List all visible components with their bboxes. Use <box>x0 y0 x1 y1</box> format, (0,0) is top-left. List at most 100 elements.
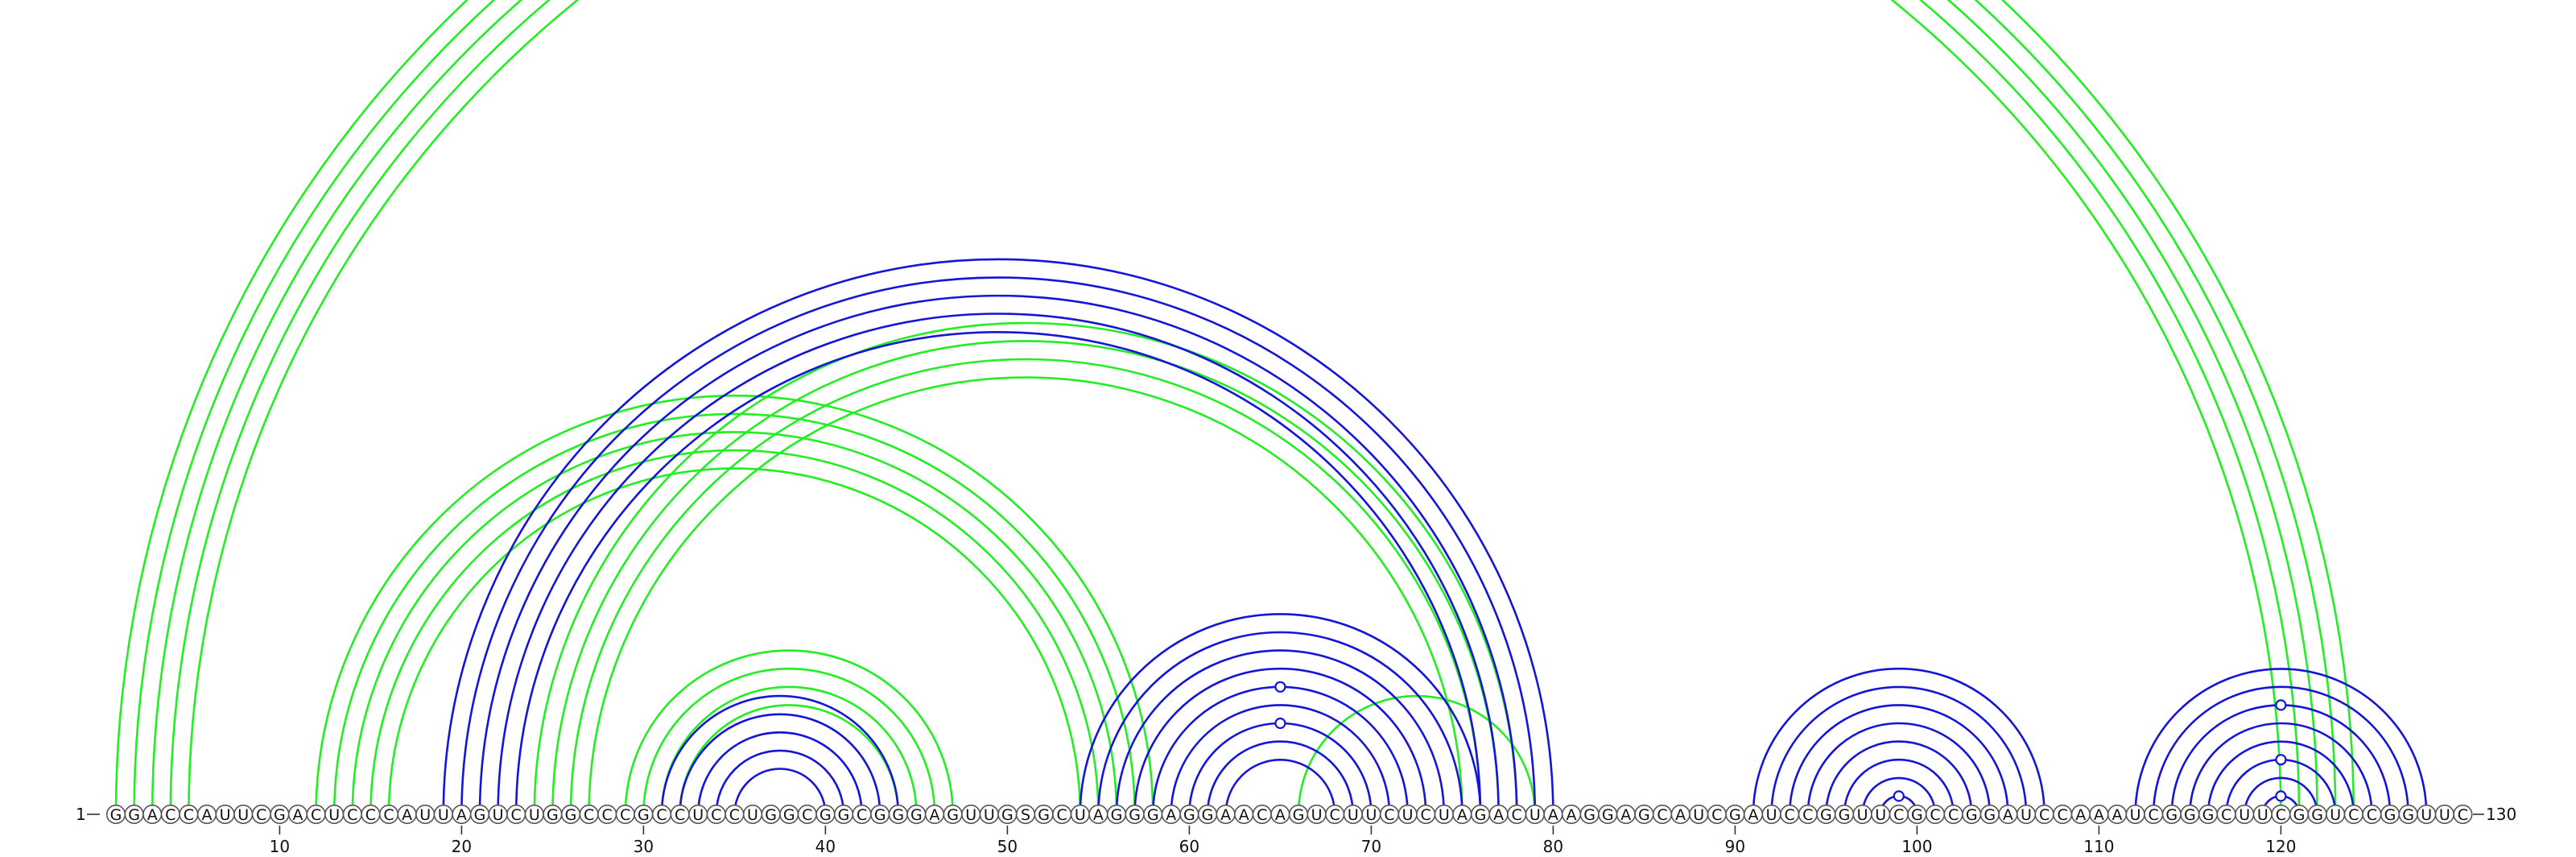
nucleotide: G <box>1979 804 2000 825</box>
blue-arc-97-101 <box>1861 776 1937 815</box>
nucleotide-letter: A <box>1620 806 1631 824</box>
start-label: 1 <box>76 805 86 824</box>
nucleotide: U <box>961 804 981 825</box>
nucleotide-letter: A <box>1457 806 1468 824</box>
nucleotide-letter: A <box>147 806 158 824</box>
tick-label: 20 <box>452 837 472 856</box>
nucleotide: C <box>852 804 872 825</box>
nucleotide-letter: C <box>1785 806 1795 824</box>
nucleotide: G <box>833 804 854 825</box>
nucleotide: U <box>1852 804 1872 825</box>
nucleotide-letter: G <box>1183 806 1195 824</box>
blue-arc-112-128 <box>2134 667 2428 815</box>
nucleotide-letter: U <box>1439 806 1450 824</box>
blue-arc-91-107 <box>1752 667 2046 815</box>
nucleotide-letter: G <box>1147 806 1159 824</box>
nucleotide: U <box>2125 804 2145 825</box>
nucleotide-letter: U <box>1857 806 1868 824</box>
nucleotide: G <box>1907 804 1927 825</box>
nucleotide-letter: G <box>2384 806 2396 824</box>
nucleotide-letter: G <box>474 806 486 824</box>
nucleotide: G <box>270 804 290 825</box>
blue-arc-116-124 <box>2207 740 2355 815</box>
nucleotide-letter: G <box>1129 806 1141 824</box>
nucleotide-letter: A <box>456 806 467 824</box>
green-arc-14-56 <box>351 431 1118 815</box>
nucleotide-letter: U <box>220 806 231 824</box>
green-arc-1-124 <box>114 0 2355 815</box>
nucleotide-letter: C <box>511 806 522 824</box>
blue-arc-34-41 <box>715 749 845 815</box>
nucleotide-letter: G <box>2293 806 2306 824</box>
nucleotide-letter: C <box>1711 806 1722 824</box>
nucleotide: G <box>105 804 126 825</box>
nucleotide-letter: G <box>910 806 923 824</box>
nucleotide: G <box>1598 804 1618 825</box>
nucleotide-letter: U <box>2257 806 2268 824</box>
tick-label: 120 <box>2265 837 2296 856</box>
nucleotide-letter: G <box>1984 806 1996 824</box>
nucleotide: G <box>1143 804 1163 825</box>
nucleotide-letter: G <box>2202 806 2215 824</box>
nucleotide: C <box>378 804 399 825</box>
nucleotide: G <box>1579 804 1600 825</box>
nucleotide-letter: U <box>1875 806 1886 824</box>
nucleotide-letter: G <box>947 806 959 824</box>
nucleotide: U <box>1761 804 1781 825</box>
nucleotide: A <box>1234 804 1254 825</box>
nucleotide: C <box>251 804 271 825</box>
nucleotide-letter: C <box>656 806 667 824</box>
nucleotide-letter: U <box>2330 806 2341 824</box>
nucleotide-letter: U <box>438 806 449 824</box>
nucleotide: G <box>2180 804 2200 825</box>
arc-markers <box>1274 681 2287 802</box>
nucleotide-letter: C <box>1421 806 1431 824</box>
nucleotide: A <box>2070 804 2091 825</box>
nucleotide: C <box>2362 804 2382 825</box>
nucleotide: G <box>1816 804 1836 825</box>
nucleotide-letter: A <box>2075 806 2086 824</box>
nucleotide-letter: C <box>1057 806 1067 824</box>
nucleotide: C <box>2216 804 2236 825</box>
nucleotide-letter: A <box>1493 806 1504 824</box>
nucleotide-letter: A <box>930 806 940 824</box>
nucleotide-letter: C <box>165 806 175 824</box>
nucleotide-letter: G <box>838 806 850 824</box>
nucleotide: G <box>560 804 581 825</box>
nucleotide: C <box>179 804 199 825</box>
nucleotide-letter: U <box>2021 806 2032 824</box>
blue-arc-20-79 <box>460 276 1537 815</box>
nucleotide: C <box>597 804 617 825</box>
green-arc-3-122 <box>151 0 2318 815</box>
nucleotide: U <box>979 804 999 825</box>
nucleotide-letter: U <box>237 806 249 824</box>
nucleotide: G <box>1197 804 1218 825</box>
nucleotide: G <box>543 804 563 825</box>
nucleotide: U <box>1434 804 1454 825</box>
nucleotide: C <box>2034 804 2054 825</box>
nucleotide-letter: S <box>1021 806 1030 824</box>
nucleotide-letter: C <box>1657 806 1667 824</box>
nucleotide-letter: G <box>1111 806 1123 824</box>
nucleotide: A <box>1998 804 2018 825</box>
nucleotide: G <box>888 804 908 825</box>
nucleotide-letter: G <box>819 806 832 824</box>
nucleotide-letter: U <box>529 806 540 824</box>
nucleotide: U <box>1871 804 1891 825</box>
nucleotide: C <box>1652 804 1673 825</box>
nucleotide-letter: A <box>1675 806 1686 824</box>
nucleotide-letter: G <box>128 806 140 824</box>
nucleotide-letter: C <box>1384 806 1394 824</box>
nucleotide: C <box>1707 804 1727 825</box>
nucleotide: G <box>2380 804 2401 825</box>
nucleotide-letter: G <box>110 806 122 824</box>
nucleotide-letter: C <box>1893 806 1904 824</box>
nucleotide: A <box>1561 804 1582 825</box>
nucleotide-letter: A <box>202 806 213 824</box>
nucleotide-letter: C <box>1948 806 1959 824</box>
nucleotide: U <box>2235 804 2255 825</box>
nucleotide: G <box>1125 804 1145 825</box>
tick-label: 40 <box>815 837 836 856</box>
blue-arc-93-105 <box>1788 704 2009 815</box>
